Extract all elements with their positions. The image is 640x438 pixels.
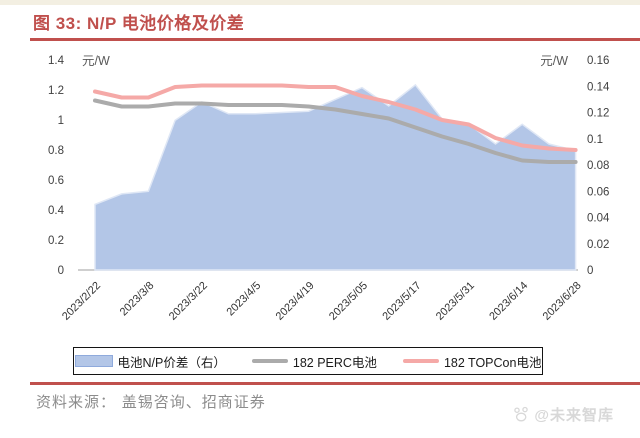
line-swatch-icon [251, 358, 288, 364]
right-axis-tick-label: 0.16 [587, 55, 609, 67]
legend-item-perc: 182 PERC电池 [251, 352, 377, 371]
chart-area: 0 0.2 0.4 0.6 0.8 1 1.2 1.4 0 0.02 0.04 0.06 0.08 0.1… [0, 45, 640, 345]
np-spread-area-series [94, 83, 577, 271]
x-axis-tick-label: 2023/3/22 [167, 280, 210, 323]
watermark-text: @未来智库 [534, 407, 614, 424]
figure-bottom-rule [30, 382, 640, 385]
area-swatch-icon [74, 355, 113, 367]
left-axis-tick-label: 0.4 [48, 205, 65, 217]
legend-label-np-spread: 电池N/P价差（右） [117, 355, 226, 370]
legend-item-topcon: 182 TOPCon电池 [402, 352, 542, 371]
left-axis-tick-label: 1 [58, 115, 64, 127]
x-axis-tick-label: 2023/4/19 [274, 280, 317, 323]
watermark: @未来智库 [513, 404, 614, 425]
right-axis-tick-label: 0.14 [587, 81, 610, 93]
x-axis-tick-label: 2023/6/14 [487, 280, 530, 323]
source-note: 资料来源： 盖锡咨询、招商证券 [36, 393, 266, 411]
right-axis-tick-label: 0.1 [587, 134, 603, 146]
right-axis-tick-label: 0.06 [587, 186, 609, 198]
legend-label-topcon: 182 TOPCon电池 [443, 355, 542, 370]
right-axis-tick-label: 0 [587, 265, 593, 277]
left-axis-unit-label: 元/W [82, 54, 110, 68]
x-axis-tick-label: 2023/4/5 [225, 280, 264, 319]
chart-canvas: 0 0.2 0.4 0.6 0.8 1 1.2 1.4 0 0.02 0.04 0.06 0.08 0.1… [48, 54, 610, 323]
page-top-strip [0, 0, 640, 5]
left-axis-tick-label: 1.2 [48, 85, 64, 97]
right-axis-tick-label: 0.02 [587, 239, 609, 251]
right-axis-unit-label: 元/W [540, 54, 568, 68]
title-underline [30, 38, 640, 41]
x-axis-tick-label: 2023/2/22 [60, 280, 103, 323]
x-axis-tick-label: 2023/6/28 [541, 280, 584, 323]
left-axis-tick-label: 0.2 [48, 235, 64, 247]
left-axis-tick-label: 1.4 [48, 55, 65, 67]
x-axis-tick-label: 2023/5/05 [327, 280, 370, 323]
topcon-line-series [93, 83, 578, 152]
left-axis-tick-label: 0 [58, 265, 64, 277]
right-axis-tick-label: 0.12 [587, 108, 609, 120]
x-axis-tick-label: 2023/5/31 [434, 280, 477, 323]
line-swatch-icon [402, 358, 439, 364]
right-axis-tick-label: 0.04 [587, 213, 610, 225]
perc-line-series [93, 98, 578, 164]
legend-label-perc: 182 PERC电池 [292, 355, 377, 370]
figure-title: 图 33: N/P 电池价格及价差 [33, 14, 245, 33]
paw-logo-icon [514, 406, 529, 422]
chart-legend: 电池N/P价差（右） 182 PERC电池 182 TOPCon电池 [73, 347, 543, 375]
left-axis-tick-label: 0.6 [48, 175, 64, 187]
right-axis-tick-label: 0.08 [587, 160, 609, 172]
x-axis-tick-label: 2023/3/8 [118, 280, 157, 319]
x-axis-tick-label: 2023/5/17 [380, 280, 423, 323]
legend-item-np-spread: 电池N/P价差（右） [74, 352, 226, 371]
left-axis-tick-label: 0.8 [48, 145, 64, 157]
